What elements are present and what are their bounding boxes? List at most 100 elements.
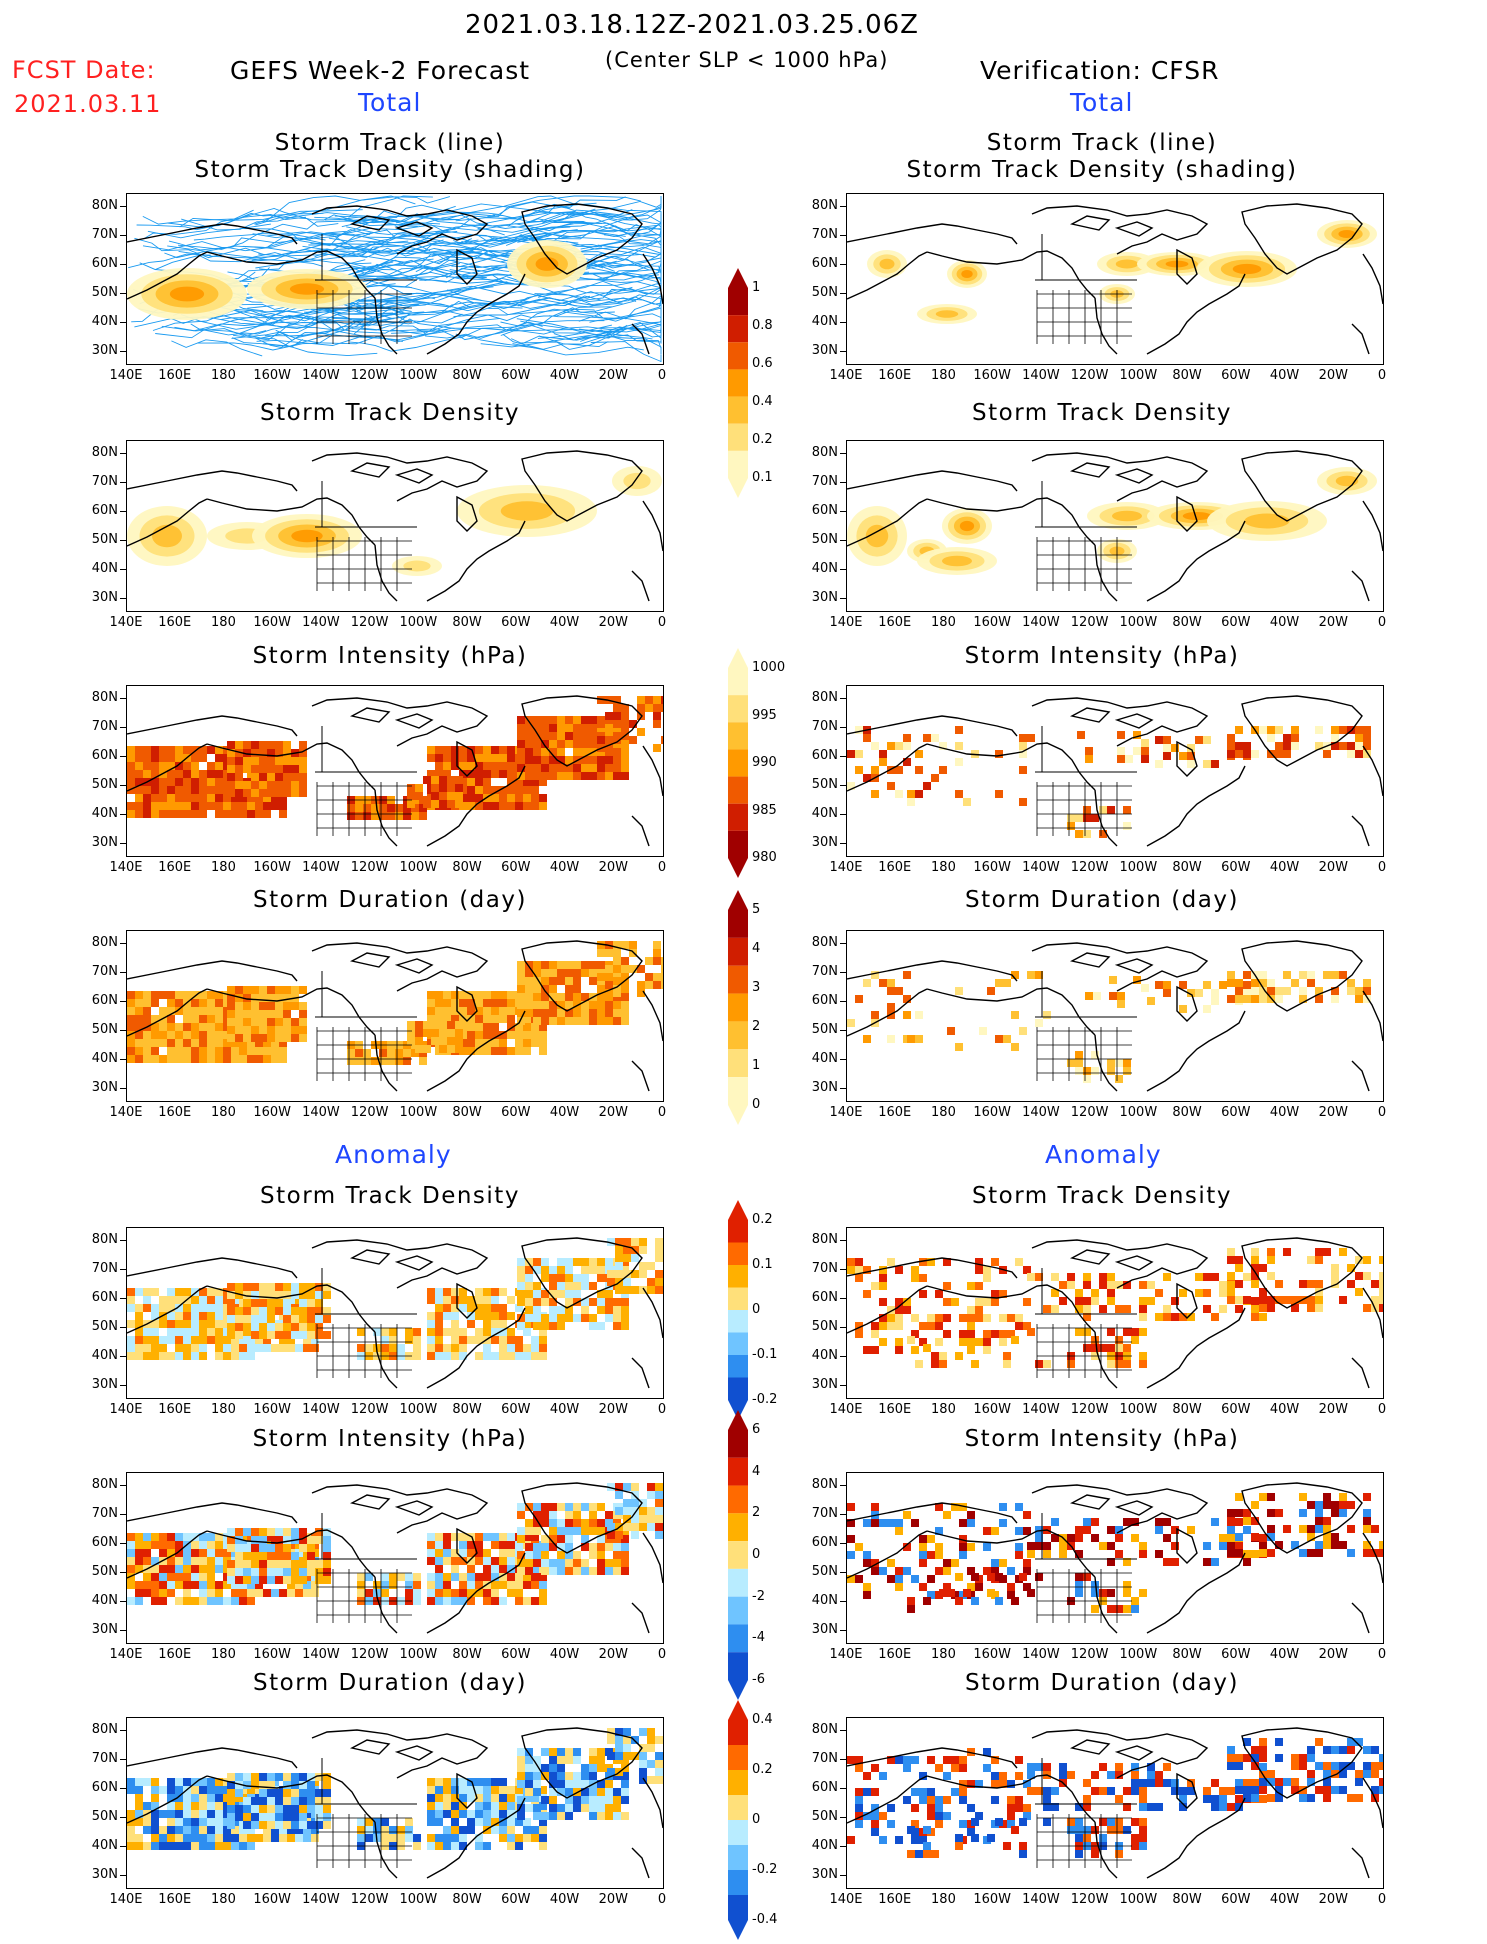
shaded-cells bbox=[847, 971, 1371, 1083]
colorbar-label: 2 bbox=[752, 1505, 761, 1521]
lon-tick-label: 20W bbox=[1318, 1402, 1348, 1417]
title-density-right: Storm Track Density bbox=[972, 400, 1232, 426]
map-panel-duranom-forecast bbox=[126, 1717, 664, 1889]
lon-tick-label: 160W bbox=[973, 1647, 1011, 1662]
lat-tick-mark bbox=[120, 1759, 126, 1760]
title-track-line-left: Storm Track (line) bbox=[274, 130, 506, 156]
lon-tick-label: 80W bbox=[452, 1892, 482, 1907]
lat-tick-label: 70N bbox=[811, 1751, 838, 1766]
lat-tick-label: 80N bbox=[91, 1232, 118, 1247]
lon-tick-label: 100W bbox=[399, 615, 438, 630]
lat-tick-label: 40N bbox=[811, 1838, 838, 1853]
lon-tick-label: 140W bbox=[302, 1647, 340, 1662]
lat-tick-mark bbox=[120, 756, 126, 757]
lon-tick-label: 0 bbox=[657, 1647, 667, 1662]
lon-tick-label: 160E bbox=[158, 368, 192, 383]
lon-tick-label: 0 bbox=[1377, 1105, 1387, 1120]
lat-tick-mark bbox=[120, 1601, 126, 1602]
lat-tick-label: 40N bbox=[811, 561, 838, 576]
colorbar-density-anom bbox=[726, 1200, 750, 1424]
lat-tick-mark bbox=[120, 482, 126, 483]
lon-tick-label: 60W bbox=[501, 615, 531, 630]
total-label-left: Total bbox=[358, 88, 422, 117]
lat-tick-label: 30N bbox=[91, 1867, 118, 1882]
lat-tick-mark bbox=[120, 1875, 126, 1876]
lon-tick-label: 160W bbox=[973, 1892, 1011, 1907]
lat-tick-mark bbox=[840, 293, 846, 294]
lat-tick-mark bbox=[840, 814, 846, 815]
colorbar-label: 0.2 bbox=[752, 432, 773, 447]
lon-tick-label: 100W bbox=[399, 1647, 438, 1662]
lat-tick-mark bbox=[120, 206, 126, 207]
lon-tick-label: 60W bbox=[1221, 1105, 1251, 1120]
lat-tick-label: 60N bbox=[811, 1290, 838, 1305]
lat-tick-label: 70N bbox=[91, 964, 118, 979]
lon-tick-label: 100W bbox=[1119, 1105, 1158, 1120]
lon-tick-label: 80W bbox=[1172, 860, 1202, 875]
lon-tick-label: 20W bbox=[598, 1402, 628, 1417]
lat-tick-mark bbox=[120, 1630, 126, 1631]
lat-tick-mark bbox=[120, 1514, 126, 1515]
lat-tick-label: 80N bbox=[91, 1722, 118, 1737]
lon-tick-label: 0 bbox=[657, 1892, 667, 1907]
lat-tick-mark bbox=[840, 1514, 846, 1515]
lat-tick-mark bbox=[120, 453, 126, 454]
lat-tick-mark bbox=[840, 206, 846, 207]
lon-tick-label: 20W bbox=[1318, 1647, 1348, 1662]
lat-tick-label: 30N bbox=[811, 590, 838, 605]
lon-tick-label: 0 bbox=[1377, 615, 1387, 630]
map-outline bbox=[847, 203, 1383, 355]
lat-tick-label: 80N bbox=[91, 198, 118, 213]
lat-tick-label: 80N bbox=[811, 1232, 838, 1247]
us-state-lines bbox=[1035, 1758, 1137, 1868]
lon-tick-label: 40W bbox=[549, 1892, 580, 1907]
lon-tick-label: 0 bbox=[657, 1105, 667, 1120]
lon-tick-label: 180 bbox=[211, 1402, 236, 1417]
lat-tick-label: 70N bbox=[91, 719, 118, 734]
lon-tick-label: 180 bbox=[211, 860, 236, 875]
lat-tick-label: 80N bbox=[91, 935, 118, 950]
lat-tick-label: 30N bbox=[91, 343, 118, 358]
us-state-lines bbox=[1035, 1268, 1137, 1378]
lon-tick-label: 140E bbox=[829, 615, 863, 630]
lat-tick-mark bbox=[120, 814, 126, 815]
lat-tick-label: 70N bbox=[811, 474, 838, 489]
map-panel-density-verification bbox=[846, 440, 1384, 612]
lat-tick-mark bbox=[840, 1385, 846, 1386]
lon-tick-label: 160W bbox=[253, 1892, 291, 1907]
lon-tick-label: 160W bbox=[253, 615, 291, 630]
lon-tick-label: 180 bbox=[211, 1892, 236, 1907]
lon-tick-label: 140W bbox=[302, 1105, 340, 1120]
colorbar-label: -0.4 bbox=[752, 1912, 778, 1927]
lon-tick-label: 160E bbox=[878, 1647, 912, 1662]
lon-tick-label: 140E bbox=[109, 615, 143, 630]
lat-tick-label: 50N bbox=[91, 1809, 118, 1824]
lat-tick-label: 50N bbox=[91, 777, 118, 792]
lat-tick-mark bbox=[840, 540, 846, 541]
lat-tick-mark bbox=[840, 1817, 846, 1818]
lat-tick-mark bbox=[840, 1543, 846, 1544]
lon-tick-label: 180 bbox=[211, 1647, 236, 1662]
lat-tick-mark bbox=[120, 727, 126, 728]
title-density-anom-left: Storm Track Density bbox=[260, 1183, 520, 1209]
lat-tick-label: 30N bbox=[811, 835, 838, 850]
shaded-cells bbox=[847, 1738, 1383, 1858]
lat-tick-label: 50N bbox=[91, 285, 118, 300]
lat-tick-mark bbox=[120, 972, 126, 973]
lat-tick-mark bbox=[120, 1572, 126, 1573]
lon-tick-label: 160E bbox=[878, 1402, 912, 1417]
lat-tick-mark bbox=[840, 1788, 846, 1789]
lon-tick-label: 100W bbox=[399, 1892, 438, 1907]
lat-tick-label: 30N bbox=[91, 1080, 118, 1095]
lon-tick-label: 100W bbox=[1119, 1892, 1158, 1907]
title-density-left: Storm Track Density bbox=[260, 400, 520, 426]
lat-tick-mark bbox=[840, 264, 846, 265]
us-state-lines bbox=[1035, 234, 1137, 344]
lat-tick-label: 40N bbox=[811, 314, 838, 329]
lat-tick-mark bbox=[120, 1485, 126, 1486]
lon-tick-label: 40W bbox=[549, 1105, 580, 1120]
colorbar-label: 0.1 bbox=[752, 1257, 773, 1272]
colorbar-label: 0 bbox=[752, 1302, 761, 1317]
lat-tick-label: 70N bbox=[91, 1261, 118, 1276]
lon-tick-label: 100W bbox=[399, 860, 438, 875]
